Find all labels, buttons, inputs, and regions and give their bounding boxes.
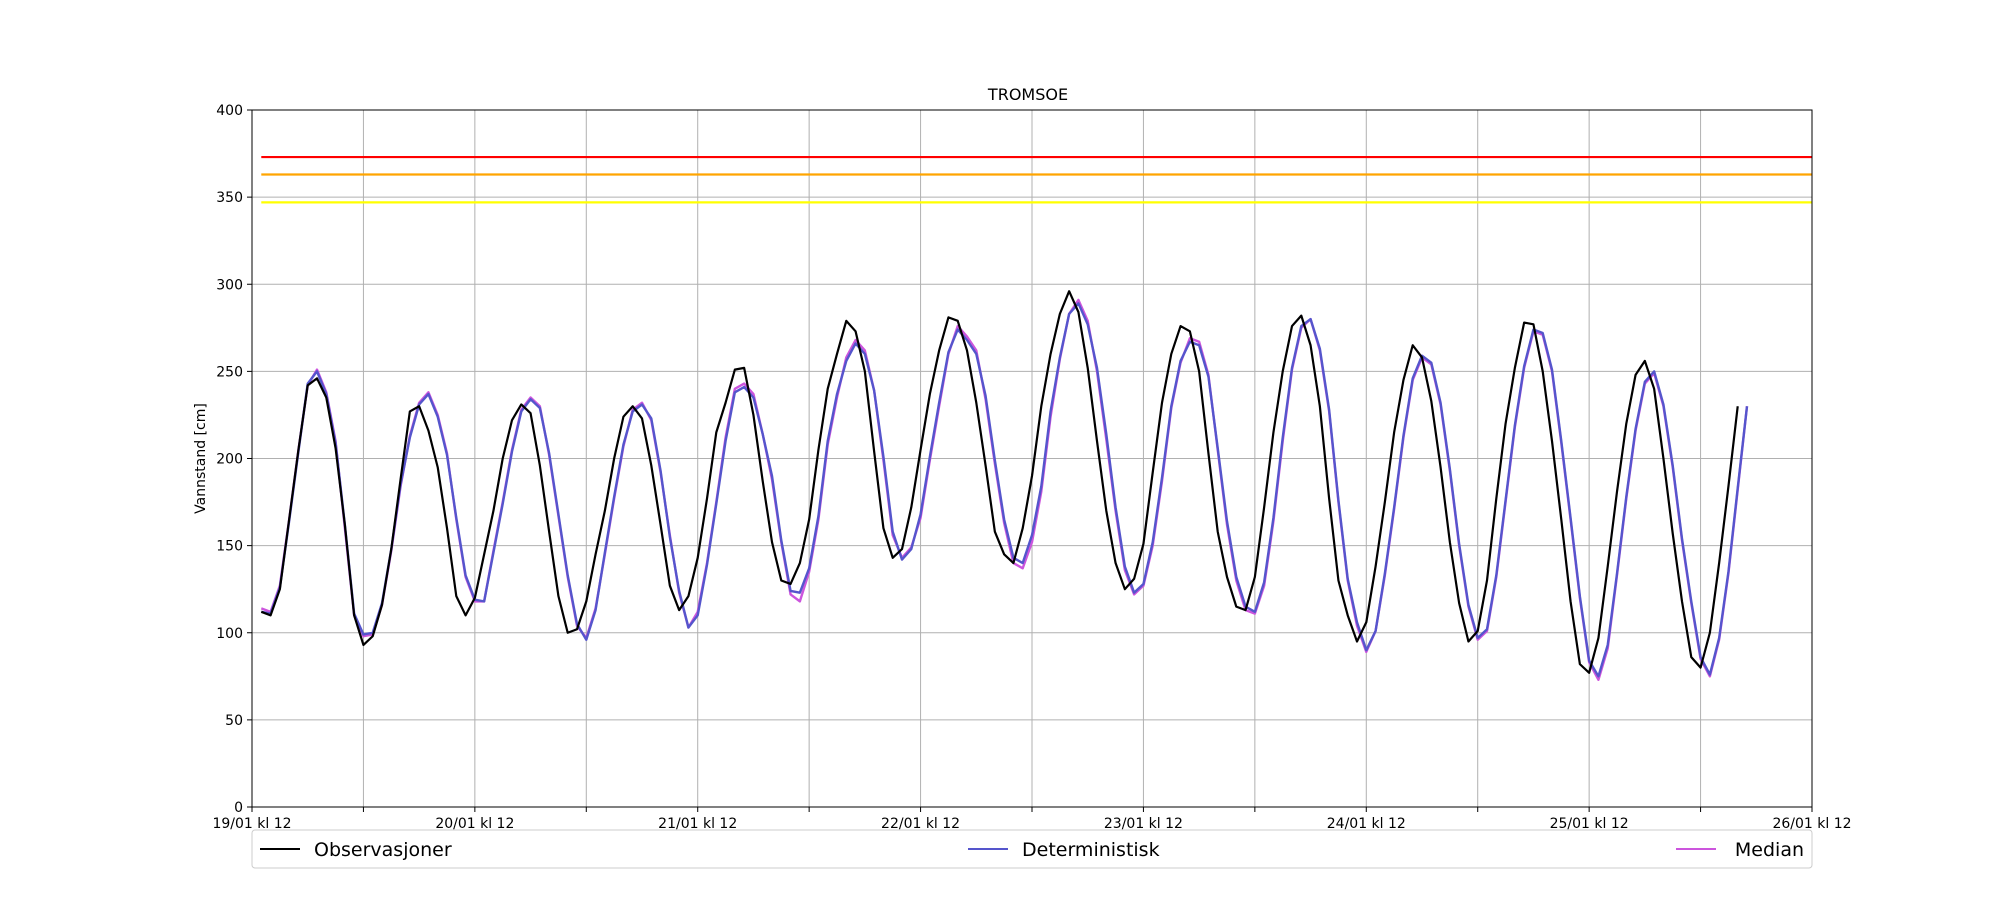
x-tick-label: 20/01 kl 12 — [435, 816, 514, 832]
grid-lines — [251, 109, 1813, 808]
chart-title: TROMSOE — [987, 85, 1068, 104]
series-line-median — [260, 298, 1749, 681]
y-tick-label: 150 — [216, 539, 243, 555]
legend-label-deterministisk: Deterministisk — [1022, 839, 1160, 861]
y-tick-label: 0 — [234, 800, 243, 816]
x-tick-label: 22/01 kl 12 — [881, 816, 960, 832]
x-tick-label: 23/01 kl 12 — [1104, 816, 1183, 832]
legend-label-median: Median — [1735, 839, 1804, 861]
x-tick-label: 21/01 kl 12 — [658, 816, 737, 832]
y-tick-label: 250 — [216, 364, 243, 380]
series-line-observasjoner — [260, 290, 1739, 674]
legend-label-observasjoner: Observasjoner — [314, 839, 452, 861]
series-lines — [260, 290, 1749, 681]
legend-box — [251, 829, 1813, 869]
x-tick-label: 26/01 kl 12 — [1772, 816, 1851, 832]
series-line-deterministisk — [261, 302, 1749, 678]
threshold-lines — [261, 155, 1812, 204]
x-axis: 19/01 kl 12 20/01 kl 12 21/01 kl 12 22/01 k… — [212, 807, 1852, 832]
x-tick-label: 19/01 kl 12 — [212, 816, 291, 832]
y-tick-label: 350 — [216, 190, 243, 206]
x-tick-label: 24/01 kl 12 — [1327, 816, 1406, 832]
y-axis: 0 50 100 150 200 250 300 350 400 — [216, 103, 252, 816]
y-axis-label: Vannstand [cm] — [193, 403, 209, 514]
y-tick-label: 200 — [216, 452, 243, 468]
y-tick-label: 50 — [225, 713, 243, 729]
y-tick-label: 300 — [216, 277, 243, 293]
y-tick-label: 100 — [216, 626, 243, 642]
legend: Observasjoner Deterministisk Median — [251, 829, 1813, 869]
y-tick-label: 400 — [216, 103, 243, 119]
x-tick-label: 25/01 kl 12 — [1550, 816, 1629, 832]
